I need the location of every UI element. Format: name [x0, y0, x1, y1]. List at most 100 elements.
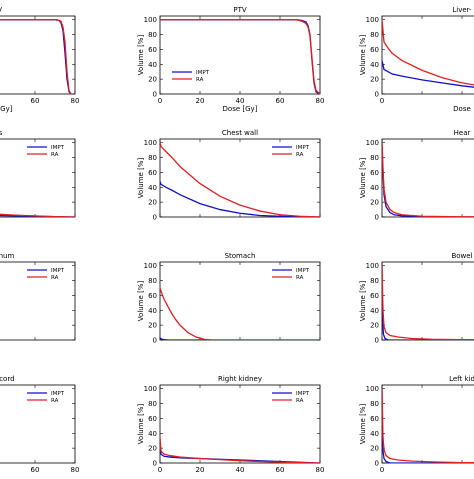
legend-label-impt: IMPT [196, 70, 210, 76]
panel-title: Left kid [449, 375, 474, 383]
y-tick-label: 40 [148, 61, 157, 69]
panel-title: Hear [454, 129, 471, 137]
plot-frame [381, 261, 474, 341]
panel-title: Ribs [0, 129, 3, 137]
y-tick-label: 40 [370, 430, 379, 438]
panel-ptv: PTV 0 20 40 60 80 0 20 40 60 80 100 Dose [Gy] Volume … [137, 6, 324, 113]
y-tick-label: 60 [148, 415, 157, 423]
y-tick-label: 100 [366, 16, 379, 24]
x-tick-label: 80 [71, 97, 80, 105]
legend-label-ra: RA [51, 275, 59, 281]
series-line-ra [382, 265, 474, 340]
y-tick-label: 60 [148, 169, 157, 177]
y-tick-label: 40 [148, 307, 157, 315]
plot-frame [0, 138, 76, 218]
y-tick-label: 0 [375, 214, 379, 222]
y-axis-label: Volume [%] [359, 158, 367, 199]
y-tick-label: 60 [370, 292, 379, 300]
series-line-ra [160, 142, 320, 217]
x-tick-label: 60 [31, 97, 40, 105]
y-tick-label: 80 [148, 154, 157, 162]
plot-frame [0, 261, 76, 341]
y-tick-label: 60 [370, 169, 379, 177]
x-tick-label: 0 [158, 97, 162, 105]
y-tick-label: 20 [148, 199, 157, 207]
series-line-impt [160, 181, 320, 217]
legend-label-ra: RA [51, 152, 59, 158]
plot-frame [159, 15, 321, 95]
legend-label-ra: RA [51, 398, 59, 404]
y-tick-label: 0 [375, 91, 379, 99]
legend-label-impt: IMPT [51, 268, 65, 274]
plot-frame [0, 15, 76, 95]
y-axis-label: Volume [%] [359, 35, 367, 76]
x-tick-label: 80 [316, 466, 325, 474]
y-tick-label: 60 [148, 292, 157, 300]
x-tick-label: 60 [276, 466, 285, 474]
series-line-ra [160, 287, 320, 340]
x-tick-label: 0 [380, 466, 384, 474]
y-tick-label: 0 [375, 337, 379, 345]
panel-hear: Hear 0 20 40 60 80 100 Volume [%] [359, 129, 474, 222]
y-tick-label: 0 [153, 91, 157, 99]
y-tick-label: 20 [370, 199, 379, 207]
series-line-ra [382, 388, 474, 463]
legend-label-impt: IMPT [296, 145, 310, 151]
plot-frame [159, 138, 321, 218]
y-tick-label: 20 [148, 322, 157, 330]
y-tick-label: 100 [144, 385, 157, 393]
y-tick-label: 60 [370, 415, 379, 423]
y-axis-label: Volume [%] [137, 281, 145, 322]
y-tick-label: 40 [148, 430, 157, 438]
series-line-ra [382, 142, 474, 217]
y-tick-label: 0 [153, 337, 157, 345]
y-tick-label: 80 [370, 277, 379, 285]
panel-liver: Liver- 00 20 40 60 80 100 Dose Volume [%] [359, 6, 474, 113]
x-tick-label: 80 [71, 466, 80, 474]
y-tick-label: 80 [370, 31, 379, 39]
y-tick-label: 80 [370, 154, 379, 162]
legend-label-ra: RA [196, 77, 204, 83]
x-tick-label: 20 [196, 97, 205, 105]
y-axis-label: Volume [%] [359, 404, 367, 445]
legend-label-impt: IMPT [51, 145, 65, 151]
x-axis-label: Dose [Gy] [0, 105, 13, 113]
x-tick-label: 40 [236, 97, 245, 105]
legend-label-ra: RA [296, 275, 304, 281]
y-tick-label: 40 [370, 184, 379, 192]
x-tick-label: 60 [31, 466, 40, 474]
panel-bowel: Bowel 0 20 40 60 80 100 Volume [%] [359, 252, 474, 345]
y-tick-label: 40 [370, 61, 379, 69]
y-tick-label: 80 [370, 400, 379, 408]
panel-title: Stomach [225, 252, 256, 260]
series-line-ra [0, 213, 75, 217]
y-tick-label: 40 [148, 184, 157, 192]
y-tick-label: 80 [148, 31, 157, 39]
y-axis-label: Volume [%] [359, 281, 367, 322]
y-tick-label: 0 [153, 214, 157, 222]
panel-right-kidney: Right kidney020406080020406080100Dose [G… [137, 375, 325, 479]
x-tick-label: 0 [158, 466, 162, 474]
y-tick-label: 100 [144, 16, 157, 24]
y-tick-label: 20 [148, 445, 157, 453]
y-tick-label: 80 [148, 400, 157, 408]
y-tick-label: 100 [366, 139, 379, 147]
panel-title: Duodenum [0, 252, 14, 260]
y-tick-label: 100 [144, 139, 157, 147]
panel-title: Chest wall [222, 129, 258, 137]
x-tick-label: 40 [236, 466, 245, 474]
panel-title: PTV [233, 6, 246, 14]
panel-ctv: CTV406080Dose [Gy]IMPT [0, 6, 79, 113]
plot-frame [0, 384, 76, 464]
x-tick-label: 80 [316, 97, 325, 105]
plot-frame [159, 261, 321, 341]
panel-title: CTV [0, 6, 2, 14]
y-axis-label: Volume [%] [137, 404, 145, 445]
plot-frame [381, 384, 474, 464]
x-tick-label: 60 [276, 97, 285, 105]
legend-label-ra: RA [296, 152, 304, 158]
